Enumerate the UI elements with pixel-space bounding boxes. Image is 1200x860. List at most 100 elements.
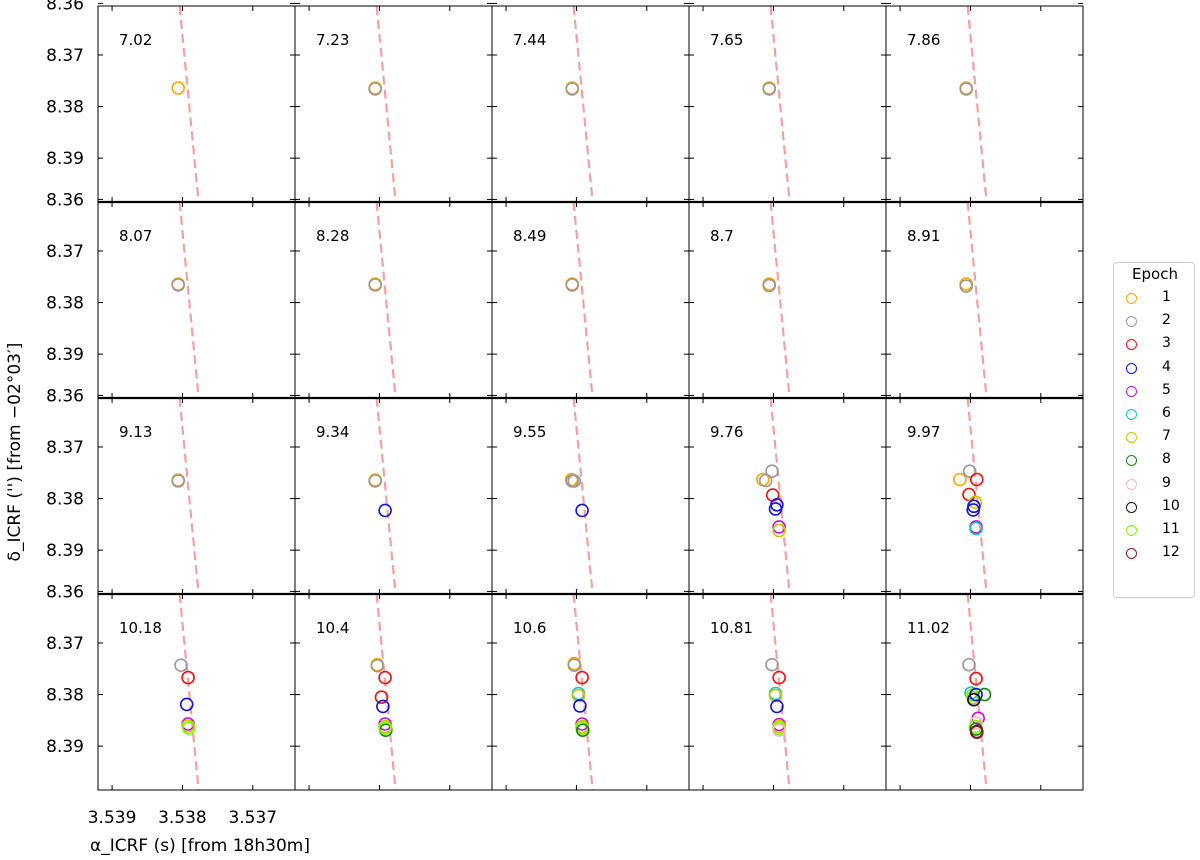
legend-entry-2: 2 bbox=[1114, 310, 1196, 332]
legend-marker-icon bbox=[1126, 501, 1137, 513]
epoch-2-point bbox=[368, 474, 383, 488]
legend-label: 2 bbox=[1162, 312, 1171, 329]
panel-label: 11.02 bbox=[907, 619, 950, 637]
legend-marker-icon bbox=[1126, 455, 1137, 467]
x-tick-label: 3.537 bbox=[228, 808, 277, 828]
epoch-2-point bbox=[565, 82, 580, 96]
legend-entry-7: 7 bbox=[1114, 426, 1196, 448]
epoch-2-point bbox=[368, 82, 383, 96]
axes-layer: 8.36 8.37 8.38 8.39 8.36 8.37 8.38 8.39 8.36 8.37… bbox=[46, 0, 1083, 828]
legend-marker-icon bbox=[1126, 362, 1137, 374]
dashed-track-line bbox=[375, 398, 397, 594]
panel-10.18: 10.18 bbox=[97, 590, 296, 791]
epoch-2-point bbox=[762, 82, 777, 96]
panel-label: 8.07 bbox=[119, 227, 152, 245]
y-axis-label: δ_ICRF ('') [from −02°03′] bbox=[5, 343, 25, 562]
legend-marker-icon bbox=[1126, 385, 1137, 397]
dashed-track-line bbox=[572, 398, 594, 594]
panel-9.34: 9.34 bbox=[294, 394, 493, 595]
y-tick-label: 8.39 bbox=[46, 345, 84, 365]
epoch-3-point bbox=[962, 487, 976, 502]
y-tick-label: 8.37 bbox=[46, 438, 84, 458]
legend-marker-icon bbox=[1126, 525, 1137, 536]
y-tick-label: 8.39 bbox=[46, 541, 84, 561]
epoch-2-point bbox=[567, 474, 582, 488]
legend-label: 7 bbox=[1162, 428, 1171, 445]
epoch-3-point bbox=[969, 472, 984, 487]
y-tick-label: 8.37 bbox=[46, 634, 84, 654]
legend-marker-icon bbox=[1126, 548, 1137, 560]
legend-title: Epoch bbox=[1132, 265, 1178, 283]
dashed-track-line bbox=[178, 202, 200, 398]
panel-label: 8.28 bbox=[316, 227, 349, 245]
legend-marker-icon bbox=[1126, 478, 1137, 490]
y-tick-label: 8.36 bbox=[46, 582, 84, 602]
epoch-12-point bbox=[969, 725, 984, 740]
epoch-4-point bbox=[966, 503, 981, 517]
panel-label: 9.97 bbox=[907, 423, 940, 441]
legend-label: 9 bbox=[1162, 474, 1171, 491]
panel-label: 10.81 bbox=[710, 619, 753, 637]
legend-marker-icon bbox=[1126, 316, 1137, 328]
panel-label: 9.13 bbox=[119, 423, 152, 441]
legend-entry-6: 6 bbox=[1114, 403, 1196, 425]
legend-entry-1: 1 bbox=[1114, 287, 1196, 309]
legend-label: 8 bbox=[1162, 451, 1171, 468]
dashed-track-line bbox=[966, 202, 988, 398]
panel-label: 7.65 bbox=[710, 31, 743, 49]
panel-7.23: 7.23 bbox=[294, 2, 493, 203]
epoch-4-point bbox=[770, 699, 784, 714]
panel-label: 7.02 bbox=[119, 31, 152, 49]
x-tick-label: 3.539 bbox=[88, 808, 137, 828]
panel-label: 7.44 bbox=[513, 31, 546, 49]
y-tick-label: 8.39 bbox=[46, 149, 84, 169]
panel-11.02: 11.02 bbox=[885, 590, 1084, 791]
epoch-3-point bbox=[374, 690, 389, 705]
panel-10.81: 10.81 bbox=[688, 590, 887, 791]
epoch-2-point bbox=[758, 473, 773, 488]
panel-10.6: 10.6 bbox=[491, 590, 690, 791]
legend-entry-5: 5 bbox=[1114, 380, 1196, 402]
panel-label: 8.7 bbox=[710, 227, 734, 245]
panel-8.91: 8.91 bbox=[885, 198, 1084, 399]
legend-entry-11: 11 bbox=[1114, 519, 1196, 541]
x-axis-label: α_ICRF (s) [from 18h30m] bbox=[90, 836, 310, 856]
epoch-8-point bbox=[575, 723, 590, 738]
panel-label: 10.18 bbox=[119, 619, 162, 637]
legend-marker-icon bbox=[1126, 293, 1137, 304]
panel-8.07: 8.07 bbox=[97, 198, 296, 399]
y-tick-label: 8.39 bbox=[46, 737, 84, 757]
dashed-track-line bbox=[178, 6, 200, 202]
epoch-4-point bbox=[768, 502, 783, 516]
epoch-8-point bbox=[977, 687, 992, 702]
epoch-3-point bbox=[575, 670, 589, 685]
epoch-2-point bbox=[370, 658, 385, 673]
epoch-2-point bbox=[368, 278, 383, 292]
legend-label: 6 bbox=[1162, 405, 1171, 421]
epoch-2-point bbox=[962, 464, 977, 479]
panel-7.02: 7.02 bbox=[97, 2, 296, 203]
epoch-2-point bbox=[765, 464, 779, 479]
legend-label: 5 bbox=[1162, 381, 1171, 398]
panel-8.7: 8.7 bbox=[688, 198, 887, 399]
epoch-4-point bbox=[575, 503, 589, 518]
panel-label: 8.49 bbox=[513, 227, 546, 245]
legend-label: 10 bbox=[1162, 497, 1180, 514]
legend-marker-icon bbox=[1126, 409, 1137, 420]
x-tick-label: 3.538 bbox=[158, 808, 207, 828]
epoch-4-point bbox=[179, 697, 194, 712]
y-tick-label: 8.37 bbox=[46, 46, 84, 66]
dashed-track-line bbox=[769, 398, 791, 594]
y-tick-label: 8.38 bbox=[46, 490, 84, 510]
epoch-2-point bbox=[962, 657, 976, 672]
legend: Epoch 1 2 3 4 5 6 7 8 9 10 11 12 bbox=[1113, 262, 1195, 598]
panel-7.86: 7.86 bbox=[885, 2, 1084, 203]
legend-entry-4: 4 bbox=[1114, 357, 1196, 379]
epoch-2-point bbox=[174, 658, 188, 673]
epoch-1-point bbox=[171, 81, 185, 95]
legend-label: 4 bbox=[1162, 358, 1171, 375]
panel-label: 7.86 bbox=[907, 31, 940, 49]
panel-9.76: 9.76 bbox=[688, 394, 887, 595]
panel-9.55: 9.55 bbox=[491, 394, 690, 595]
dashed-track-line bbox=[375, 594, 397, 790]
